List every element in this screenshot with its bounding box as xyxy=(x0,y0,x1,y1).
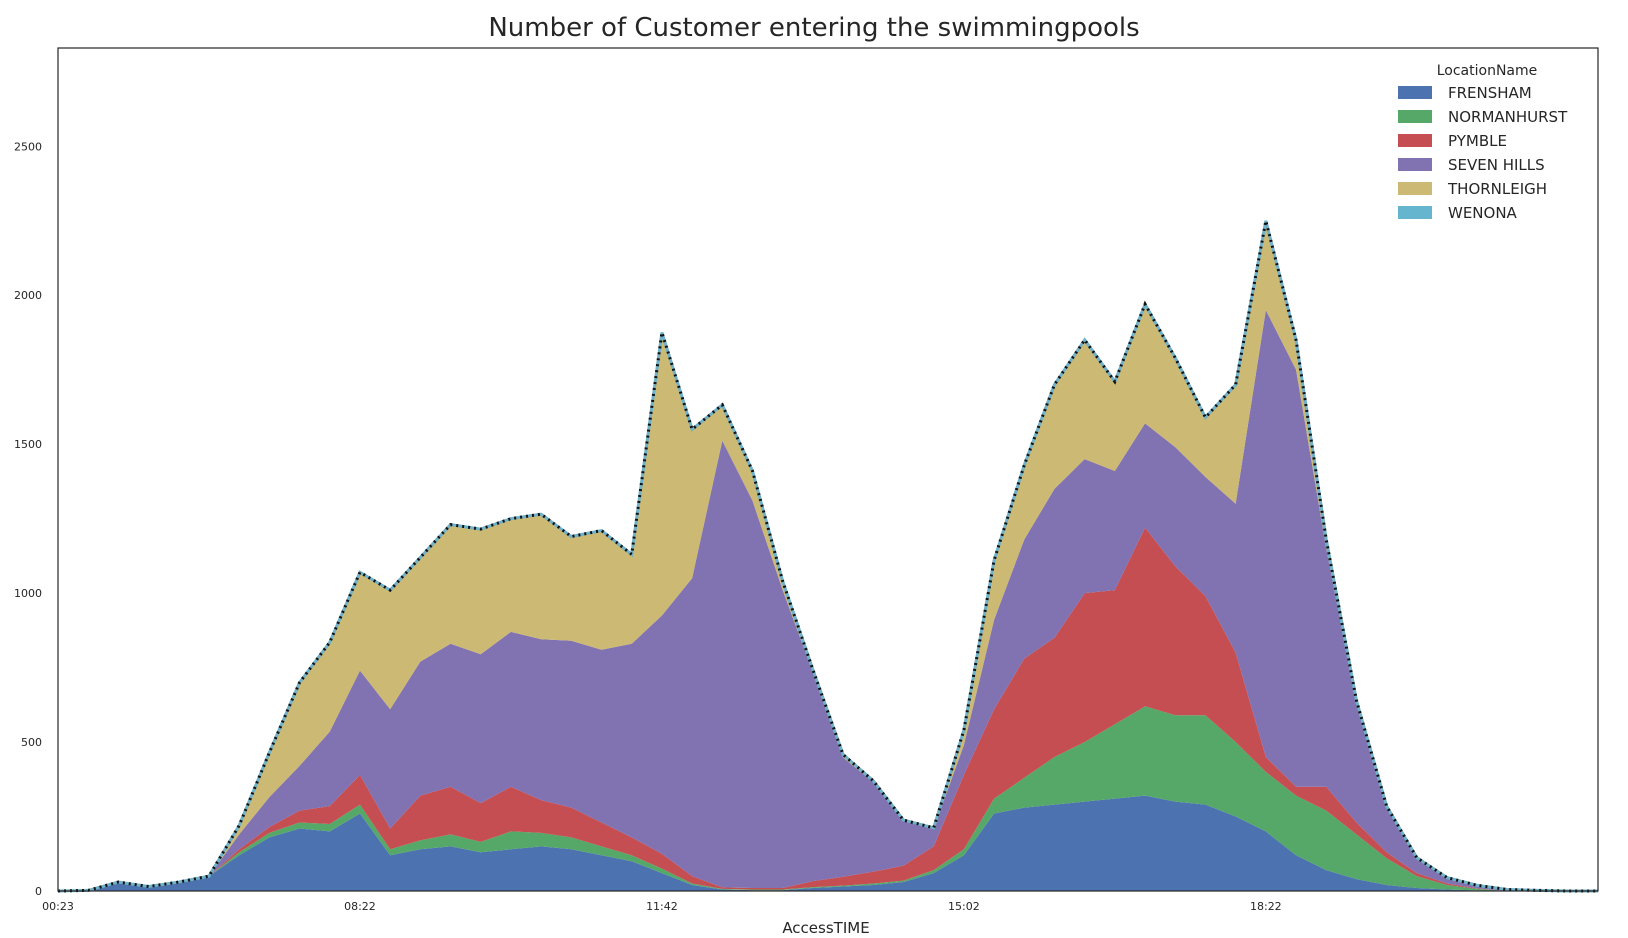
area-series-seven-hills xyxy=(58,310,1598,891)
legend-entry: FRENSHAM xyxy=(1448,84,1532,102)
legend-swatch xyxy=(1398,158,1432,171)
area-series-frensham xyxy=(58,795,1598,891)
y-tick-label: 1500 xyxy=(14,438,42,451)
x-tick-label: 11:42 xyxy=(646,900,678,913)
chart-title: Number of Customer entering the swimming… xyxy=(488,13,1139,43)
legend-entry: SEVEN HILLS xyxy=(1448,156,1545,174)
total-line-dots xyxy=(57,220,1598,893)
legend-swatch xyxy=(1398,134,1432,147)
legend-entry: NORMANHURST xyxy=(1448,108,1568,126)
total-line xyxy=(57,220,1598,893)
legend-entry: THORNLEIGH xyxy=(1447,180,1547,198)
x-axis-label: AccessTIME xyxy=(782,919,869,937)
series-areas xyxy=(58,220,1598,891)
legend-entry: WENONA xyxy=(1448,204,1518,222)
y-axis: 0 500 1000 1500 2000 2500 xyxy=(14,140,42,898)
y-tick-label: 2000 xyxy=(14,289,42,302)
x-tick-label: 00:23 xyxy=(42,900,74,913)
area-series-normanhurst xyxy=(58,706,1598,891)
legend-swatch xyxy=(1398,110,1432,123)
x-tick-label: 18:22 xyxy=(1250,900,1282,913)
y-tick-label: 500 xyxy=(21,736,42,749)
plot-frame xyxy=(57,47,1599,892)
legend-swatch xyxy=(1398,86,1432,99)
legend-title: LocationName xyxy=(1437,63,1538,79)
y-tick-label: 0 xyxy=(35,885,42,898)
legend-swatch xyxy=(1398,182,1432,195)
x-axis: 00:23 08:22 11:42 15:02 18:22 xyxy=(42,900,1282,913)
y-tick-label: 2500 xyxy=(14,140,42,153)
area-series-pymble xyxy=(58,527,1598,891)
y-tick-label: 1000 xyxy=(14,587,42,600)
legend-swatch xyxy=(1398,206,1432,219)
legend-entry: PYMBLE xyxy=(1448,132,1507,150)
x-tick-label: 08:22 xyxy=(344,900,376,913)
legend: LocationName FRENSHAM NORMANHURST PYMBLE SE… xyxy=(1398,63,1568,222)
x-tick-label: 15:02 xyxy=(948,900,980,913)
